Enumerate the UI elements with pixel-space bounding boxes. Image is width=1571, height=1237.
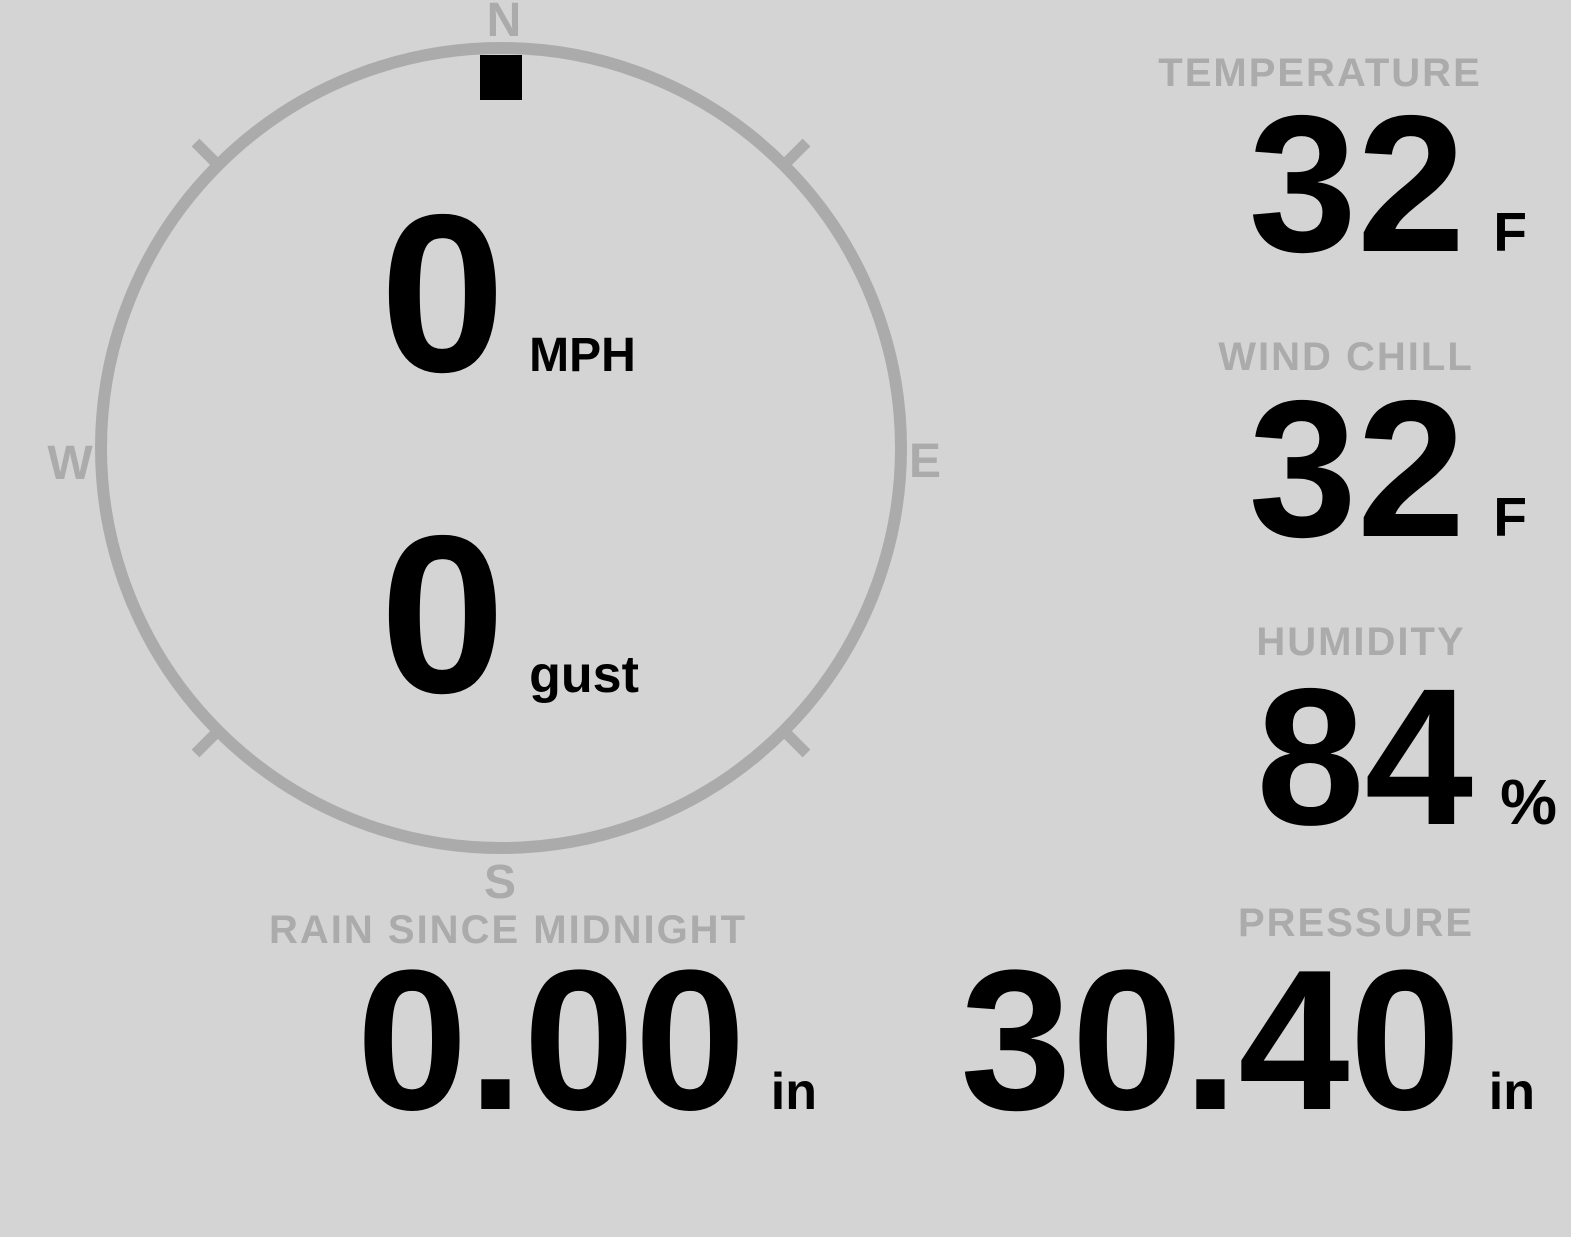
wind-gust-reading: 0 gust — [380, 502, 639, 727]
wind-chill-value: 32 — [1248, 360, 1466, 578]
wind-chill-reading: 32 F — [1248, 372, 1527, 567]
wind-speed-reading: 0 MPH — [380, 181, 636, 406]
rain-since-midnight-value: 0.00 — [356, 929, 746, 1152]
compass-tick-nw-icon — [191, 138, 224, 171]
wind-speed-value: 0 — [380, 167, 506, 419]
wind-direction-marker-icon — [480, 55, 522, 100]
compass-south-label: S — [483, 856, 517, 909]
wind-gust-value: 0 — [380, 488, 506, 740]
temperature-reading: 32 F — [1248, 87, 1527, 282]
compass-east-label: E — [908, 435, 942, 488]
rain-since-midnight-unit: in — [770, 1063, 817, 1121]
wind-chill-unit: F — [1493, 486, 1527, 548]
humidity-value: 84 — [1256, 648, 1474, 866]
rain-since-midnight-label: RAIN SINCE MIDNIGHT — [269, 908, 747, 952]
humidity-unit: % — [1500, 766, 1557, 838]
temperature-value: 32 — [1248, 75, 1466, 293]
pressure-unit: in — [1488, 1063, 1535, 1121]
wind-gust-unit: gust — [529, 646, 639, 704]
compass-west-label: W — [47, 437, 93, 490]
humidity-reading: 84 % — [1256, 660, 1557, 855]
compass-tick-sw-icon — [191, 725, 224, 758]
wind-speed-unit: MPH — [529, 329, 636, 382]
wind-chill-label: WIND CHILL — [1218, 335, 1474, 379]
compass-tick-ne-icon — [778, 138, 811, 171]
temperature-unit: F — [1493, 201, 1527, 263]
compass-ring — [95, 42, 907, 854]
humidity-label: HUMIDITY — [1256, 620, 1466, 664]
temperature-label: TEMPERATURE — [1158, 51, 1482, 95]
pressure-label: PRESSURE — [1237, 901, 1475, 945]
pressure-reading: 30.40 in — [960, 941, 1535, 1141]
compass-tick-se-icon — [778, 725, 811, 758]
compass-north-label: N — [486, 0, 522, 47]
pressure-value: 30.40 — [960, 929, 1461, 1152]
rain-since-midnight-reading: 0.00 in — [357, 941, 817, 1141]
